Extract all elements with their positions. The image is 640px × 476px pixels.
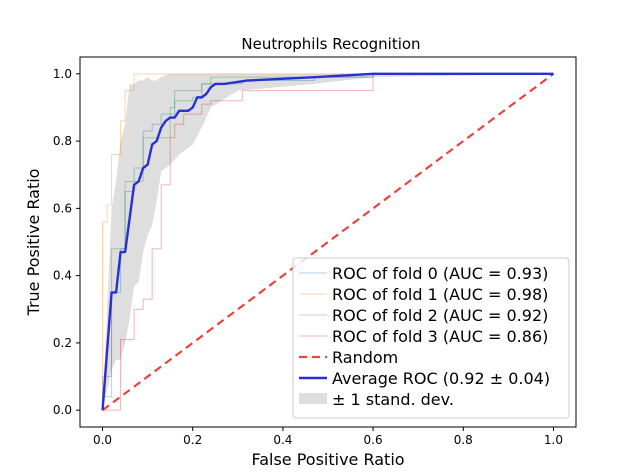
y-axis: 0.0 0.2 0.4 0.6 0.8 1.0 (53, 67, 80, 417)
legend-label: ROC of fold 1 (AUC = 0.98) (332, 285, 548, 304)
y-tick-label: 0.8 (53, 134, 72, 148)
legend-label: ROC of fold 2 (AUC = 0.92) (332, 306, 548, 325)
legend-label: Average ROC (0.92 ± 0.04) (332, 369, 550, 388)
y-axis-label: True Positive Ratio (24, 169, 43, 317)
axes-frame (79, 56, 577, 428)
legend-label: Random (332, 348, 398, 367)
x-tick-label: 0.2 (183, 433, 202, 447)
random-line (101, 72, 555, 412)
x-axis: 0.0 0.2 0.4 0.6 0.8 1.0 (93, 427, 563, 447)
x-axis-label: False Positive Ratio (251, 450, 404, 469)
y-tick-label: 1.0 (53, 67, 72, 81)
average-roc-line (101, 72, 554, 411)
y-tick-label: 0.2 (53, 336, 72, 350)
y-tick-label: 0.6 (53, 201, 72, 215)
legend-label: ROC of fold 3 (AUC = 0.86) (332, 327, 548, 346)
y-tick-label: 0.0 (53, 403, 72, 417)
legend: ROC of fold 0 (AUC = 0.93) ROC of fold 1 … (292, 257, 570, 419)
roc-fold-0-line (102, 73, 554, 411)
x-tick-label: 0.0 (93, 433, 112, 447)
x-tick-label: 0.4 (273, 433, 292, 447)
legend-label: ± 1 stand. dev. (332, 390, 454, 409)
roc-fold-2-line (102, 73, 554, 411)
x-tick-label: 0.6 (364, 433, 383, 447)
std-dev-band (102, 73, 554, 411)
y-tick-label: 0.4 (53, 269, 72, 283)
legend-frame (292, 257, 570, 419)
legend-handle-band (299, 393, 327, 404)
x-tick-label: 0.8 (454, 433, 473, 447)
roc-fold-3-line (102, 73, 554, 411)
legend-label: ROC of fold 0 (AUC = 0.93) (332, 264, 548, 283)
roc-fold-1-line (102, 73, 554, 411)
plot-area (101, 72, 555, 412)
x-tick-label: 1.0 (544, 433, 563, 447)
chart-title: Neutrophils Recognition (241, 35, 420, 53)
